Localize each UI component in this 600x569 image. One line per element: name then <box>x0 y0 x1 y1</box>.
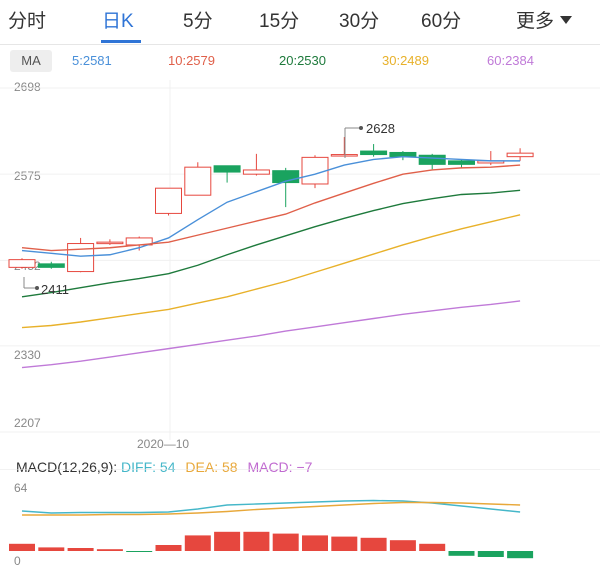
candle-body[interactable] <box>184 166 212 196</box>
macd-histogram-bar <box>389 540 416 551</box>
candle-body[interactable] <box>8 259 36 268</box>
macd-histogram-bar <box>214 531 241 551</box>
tab-label: 更多 <box>516 11 555 32</box>
macd-legend: MACD(12,26,9): DIFF: 54 DEA: 58 MACD: −7 <box>16 459 312 475</box>
macd-histogram-bar <box>96 549 123 551</box>
macd-histogram-bar <box>67 548 94 551</box>
macd-axis-bottom: 0 <box>14 554 21 568</box>
dea-line <box>22 501 521 516</box>
ma30-value: 30:2489 <box>382 53 429 68</box>
macd-axis-top: 64 <box>14 481 28 495</box>
candle-body[interactable] <box>360 150 388 156</box>
macd-chart[interactable] <box>0 469 600 569</box>
candle-body[interactable] <box>67 243 95 273</box>
macd-histogram-bar <box>126 551 153 552</box>
macd-title: MACD(12,26,9): <box>16 459 118 475</box>
tab-label: 30分 <box>339 11 380 32</box>
macd-value: MACD: −7 <box>247 459 313 475</box>
tab-label: 5分 <box>183 11 213 32</box>
tab-60min[interactable]: 60分 <box>421 6 461 32</box>
candle-body[interactable] <box>96 241 124 245</box>
candle-body[interactable] <box>37 263 65 268</box>
y-axis-label: 2698 <box>14 80 41 94</box>
y-axis-label: 2330 <box>14 348 41 362</box>
tab-label: 日K <box>102 11 134 32</box>
high-annotation-dot <box>359 126 363 130</box>
macd-histogram-bar <box>477 551 504 557</box>
macd-histogram-bar <box>155 545 182 551</box>
chevron-down-icon <box>560 16 573 24</box>
high-annotation-label: 2628 <box>366 121 395 136</box>
tab-daily-k[interactable]: 日K <box>102 6 134 32</box>
ma5-value: 5:2581 <box>72 53 112 68</box>
diff-line <box>21 499 521 514</box>
candle-body[interactable] <box>213 165 241 173</box>
macd-histogram-bar <box>184 535 211 551</box>
ma-line <box>21 155 521 257</box>
tab-label: 分时 <box>8 11 47 32</box>
tab-more[interactable]: 更多 <box>516 6 573 32</box>
macd-histogram-bar <box>272 533 299 551</box>
candle-body[interactable] <box>272 170 300 184</box>
candle-body[interactable] <box>506 152 534 158</box>
candle-body[interactable] <box>418 154 446 165</box>
candle-body[interactable] <box>242 169 270 175</box>
macd-histogram-bar <box>360 537 387 551</box>
candlestick-chart[interactable]: 2628 2411 <box>0 0 600 460</box>
ma-line <box>21 300 521 369</box>
candle-body[interactable] <box>155 187 182 214</box>
ma-line <box>21 214 521 329</box>
dea-value: DEA: 58 <box>185 459 238 475</box>
active-tab-indicator <box>101 40 141 43</box>
y-axis-label: 2575 <box>14 169 41 183</box>
tab-intraday[interactable]: 分时 <box>8 6 46 32</box>
macd-histogram-bar <box>507 551 534 559</box>
ma60-value: 60:2384 <box>487 53 534 68</box>
period-tab-bar: 分时 日K 5分 15分 30分 60分 更多 <box>0 0 600 45</box>
y-axis-label: 2207 <box>14 416 41 430</box>
macd-histogram-bar <box>243 531 270 551</box>
diff-value: DIFF: 54 <box>121 459 176 475</box>
low-annotation-dot <box>35 286 39 290</box>
macd-histogram-bar <box>448 551 475 556</box>
macd-histogram-bar <box>419 543 446 551</box>
ma10-value: 10:2579 <box>168 53 215 68</box>
low-annotation-label: 2411 <box>41 282 69 297</box>
ma-toggle-button[interactable]: MA <box>10 50 52 72</box>
macd-histogram-bar <box>38 547 65 551</box>
ma-line <box>21 164 521 252</box>
macd-histogram-bar <box>9 543 35 551</box>
ma-line <box>21 189 521 298</box>
tab-label: 60分 <box>421 11 462 32</box>
tab-15min[interactable]: 15分 <box>259 6 299 32</box>
ma-legend: MA 5:2581 10:2579 20:2530 30:2489 60:238… <box>0 50 600 72</box>
date-axis-label: 2020—10 <box>137 437 190 451</box>
tab-30min[interactable]: 30分 <box>339 6 379 32</box>
candle-body[interactable] <box>448 160 475 165</box>
tab-5min[interactable]: 5分 <box>183 6 213 32</box>
macd-histogram-bar <box>331 536 358 551</box>
ma20-value: 20:2530 <box>279 53 326 68</box>
candle-body[interactable] <box>330 154 358 157</box>
tab-label: 15分 <box>259 11 300 32</box>
macd-histogram-bar <box>302 535 328 551</box>
